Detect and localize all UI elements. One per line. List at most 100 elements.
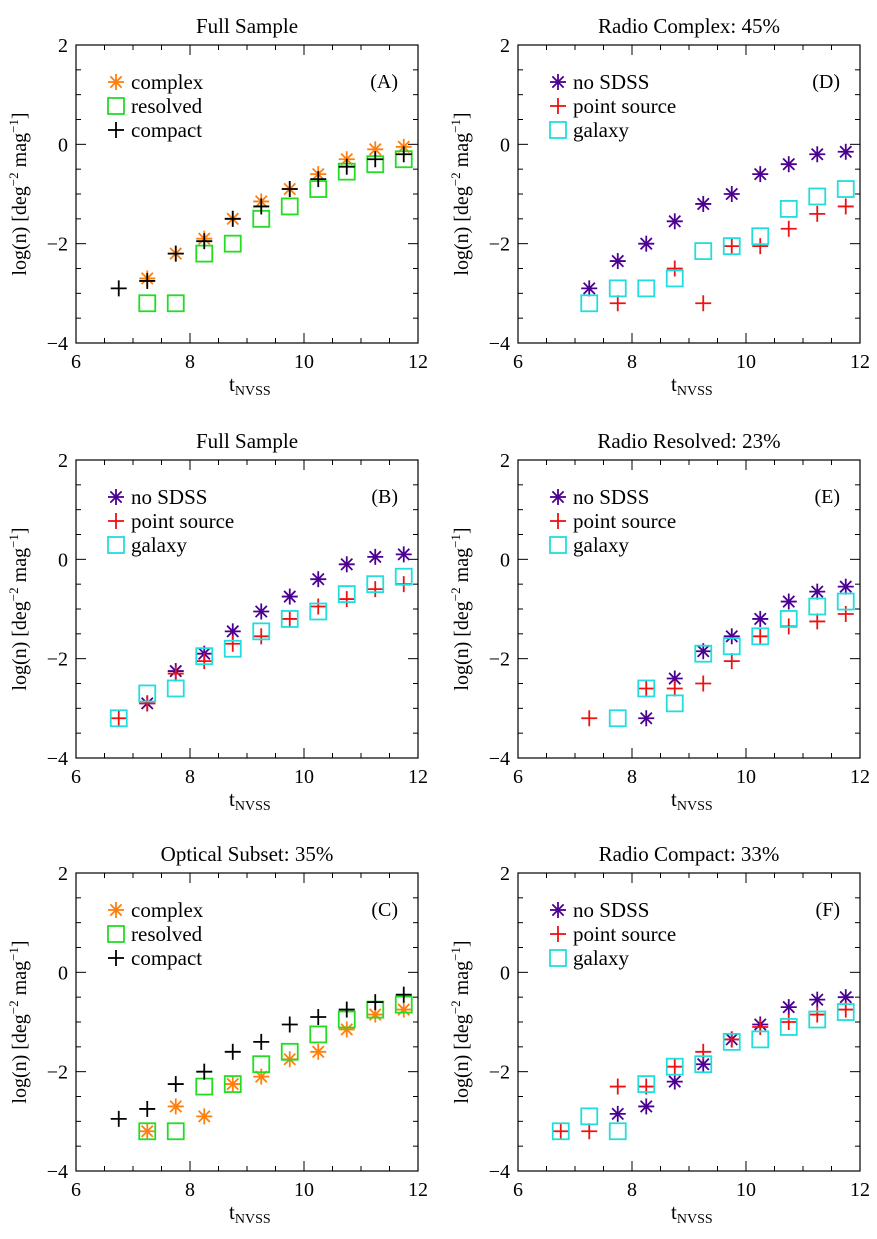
square-marker <box>637 279 656 298</box>
legend-marker-plus <box>550 513 566 529</box>
legend-marker-square <box>107 536 125 554</box>
y-tick-label: −4 <box>489 333 510 355</box>
asterisk-stroke <box>839 580 853 593</box>
x-axis-label-subscript: NVSS <box>677 1212 713 1227</box>
data-point <box>637 679 656 698</box>
asterisk-stroke <box>226 1077 240 1091</box>
data-point <box>809 1006 826 1023</box>
x-axis-label: tNVSS <box>229 1200 271 1227</box>
data-point <box>836 180 855 198</box>
data-point <box>281 1016 298 1033</box>
y-tick-label: 0 <box>58 549 68 571</box>
data-point <box>337 585 356 603</box>
data-point <box>110 710 127 727</box>
data-point <box>138 1122 157 1141</box>
series-compact <box>110 146 412 297</box>
square-marker <box>549 121 567 139</box>
square-marker <box>166 679 185 698</box>
panel-title: Full Sample <box>196 14 298 38</box>
legend-marker-asterisk <box>550 902 566 918</box>
square-marker <box>109 709 128 728</box>
x-tick-label: 6 <box>71 351 81 373</box>
data-point <box>196 1063 213 1080</box>
data-point <box>695 295 712 312</box>
data-point <box>223 639 242 658</box>
series-no-SDSS <box>581 143 854 297</box>
data-point <box>253 1068 270 1085</box>
data-point <box>281 181 298 198</box>
y-label-sup: −2 <box>6 172 21 186</box>
y-tick-label: −2 <box>489 234 510 256</box>
series-resolved <box>138 150 413 313</box>
legend-label: no SDSS <box>131 485 207 509</box>
data-point <box>280 610 299 628</box>
y-label-sup: −2 <box>448 587 463 601</box>
square-marker <box>195 1077 214 1096</box>
y-axis-label: log(n) [deg−2 mag−1] <box>6 112 31 275</box>
legend-label: no SDSS <box>573 485 649 509</box>
panel-label: (B) <box>371 486 398 508</box>
asterisk-stroke <box>311 1045 325 1059</box>
y-tick-label: −4 <box>47 333 68 355</box>
data-point <box>338 1021 355 1038</box>
data-point <box>722 637 741 656</box>
panel-B: Full Sample 6 8 10 12 −4 −2 0 2 tNVSS log(n) [deg−… <box>6 429 428 814</box>
y-label-sup: −1 <box>448 534 463 548</box>
x-axis-label-subscript: NVSS <box>235 384 271 399</box>
y-label-sup: −1 <box>448 947 463 961</box>
asterisk-stroke <box>109 490 123 504</box>
plot-frame <box>75 44 419 344</box>
square-marker <box>223 1075 242 1093</box>
x-tick-label: 8 <box>185 351 195 373</box>
panel-E: Radio Resolved: 23% 6 8 10 12 −4 −2 0 2 tNVSS log(… <box>448 429 870 814</box>
x-axis-label: tNVSS <box>671 787 713 814</box>
y-label-mid: mag <box>451 133 473 172</box>
square-marker <box>223 234 242 253</box>
data-point <box>808 187 827 206</box>
data-point <box>338 158 355 175</box>
series-no-SDSS <box>638 578 854 727</box>
data-point <box>665 694 684 713</box>
data-point <box>166 1122 185 1141</box>
legend-label: galaxy <box>573 118 629 142</box>
legend-label: no SDSS <box>573 898 649 922</box>
y-axis-label: log(n) [deg−2 mag−1] <box>6 527 31 690</box>
asterisk-stroke <box>639 237 653 250</box>
asterisk-stroke <box>551 75 565 89</box>
square-marker <box>107 97 125 115</box>
data-point <box>224 210 241 227</box>
data-point <box>395 1001 412 1018</box>
data-point <box>310 1009 327 1026</box>
x-axis-label-subscript: NVSS <box>235 799 271 814</box>
square-marker <box>836 1003 855 1021</box>
asterisk-stroke <box>109 75 123 89</box>
data-point <box>752 1018 769 1035</box>
data-point <box>109 709 128 728</box>
y-tick-label: −2 <box>489 649 510 671</box>
square-marker <box>751 1030 770 1049</box>
x-tick-label: 12 <box>408 1179 428 1201</box>
y-tick-label: −2 <box>47 1062 68 1084</box>
series-point-source <box>609 198 854 312</box>
data-point <box>253 628 270 645</box>
x-tick-label: 8 <box>627 1179 637 1201</box>
asterisk-stroke <box>810 147 824 161</box>
legend-marker-asterisk <box>108 489 124 505</box>
y-label-end: ] <box>9 527 31 534</box>
asterisk-stroke <box>839 990 853 1004</box>
data-point <box>395 146 412 163</box>
square-marker <box>280 610 299 628</box>
square-marker <box>665 269 684 288</box>
data-point <box>367 994 384 1011</box>
data-point <box>280 197 299 216</box>
data-point <box>253 198 270 215</box>
x-tick-label: 12 <box>850 351 870 373</box>
square-marker <box>665 694 684 713</box>
legend-marker-plus <box>108 122 124 138</box>
square-marker <box>309 602 328 621</box>
square-marker <box>549 536 567 554</box>
data-point <box>139 1123 156 1140</box>
data-point <box>752 166 769 183</box>
x-tick-label: 10 <box>294 1179 314 1201</box>
